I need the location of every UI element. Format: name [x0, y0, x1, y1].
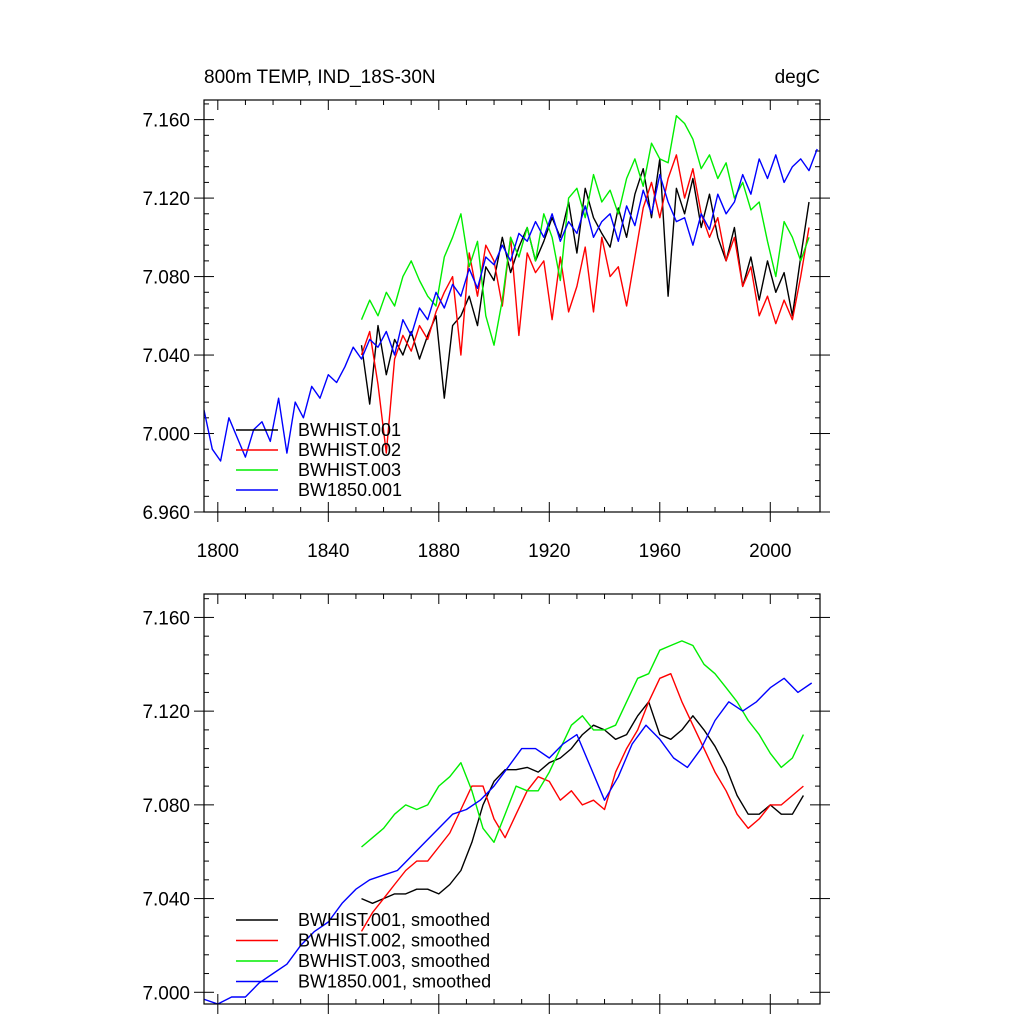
legend-label: BWHIST.002, smoothed [298, 931, 490, 951]
x-tick-label: 1800 [197, 541, 239, 562]
y-tick-label: 7.000 [142, 425, 190, 446]
y-tick-label: 7.160 [142, 111, 190, 132]
series-line-bw1850-001 [204, 148, 818, 462]
legend-label: BWHIST.003 [298, 460, 401, 480]
y-tick-label: 7.080 [142, 268, 190, 289]
y-tick-label: 7.000 [142, 983, 190, 1004]
bottom-plot-frame [203, 593, 821, 1005]
y-tick-label: 7.120 [142, 189, 190, 210]
x-tick-label: 1920 [528, 541, 570, 562]
series-line-bwhist-001 [360, 158, 810, 405]
top-series-lines [204, 114, 818, 462]
bottom-panel: 7.000 7.040 7.080 7.120 7.160 BWHIST.001, sm… [142, 593, 830, 1014]
series-line-bwhist-003 [360, 114, 810, 346]
top-plot-frame [203, 99, 821, 513]
top-axis-ticks: 1800 1840 1880 1920 1960 2000 6.960 7.000 7.040 7… [142, 100, 830, 562]
units-label: degC [775, 67, 820, 88]
chart-title: 800m TEMP, IND_18S-30N [204, 67, 436, 88]
top-panel: 800m TEMP, IND_18S-30N degC 1800 1840 1880… [142, 67, 830, 562]
legend-label: BW1850.001, smoothed [298, 972, 491, 992]
x-tick-label: 1960 [639, 541, 681, 562]
x-tick-label: 1840 [307, 541, 349, 562]
y-tick-label: 7.160 [142, 608, 190, 629]
series-line-bwhist-001-smoothed [361, 701, 805, 904]
x-tick-label: 1880 [418, 541, 460, 562]
legend-label: BWHIST.001 [298, 420, 401, 440]
legend-label: BW1850.001 [298, 480, 402, 500]
bottom-axis-ticks: 7.000 7.040 7.080 7.120 7.160 [142, 594, 830, 1014]
legend-label: BWHIST.003, smoothed [298, 951, 490, 971]
series-line-bwhist-003-smoothed [361, 640, 805, 848]
y-tick-label: 7.040 [142, 346, 190, 367]
x-tick-label: 2000 [749, 541, 791, 562]
bottom-series-lines [204, 640, 813, 1004]
y-tick-label: 7.120 [142, 702, 190, 723]
legend-label: BWHIST.001, smoothed [298, 910, 490, 930]
y-tick-label: 7.040 [142, 890, 190, 911]
y-tick-label: 7.080 [142, 796, 190, 817]
legend-label: BWHIST.002 [298, 440, 401, 460]
series-line-bwhist-002-smoothed [360, 673, 804, 932]
series-line-bwhist-002 [360, 154, 810, 454]
series-line-bw1850-001-smoothed [204, 677, 813, 1004]
y-tick-label: 6.960 [142, 503, 190, 524]
